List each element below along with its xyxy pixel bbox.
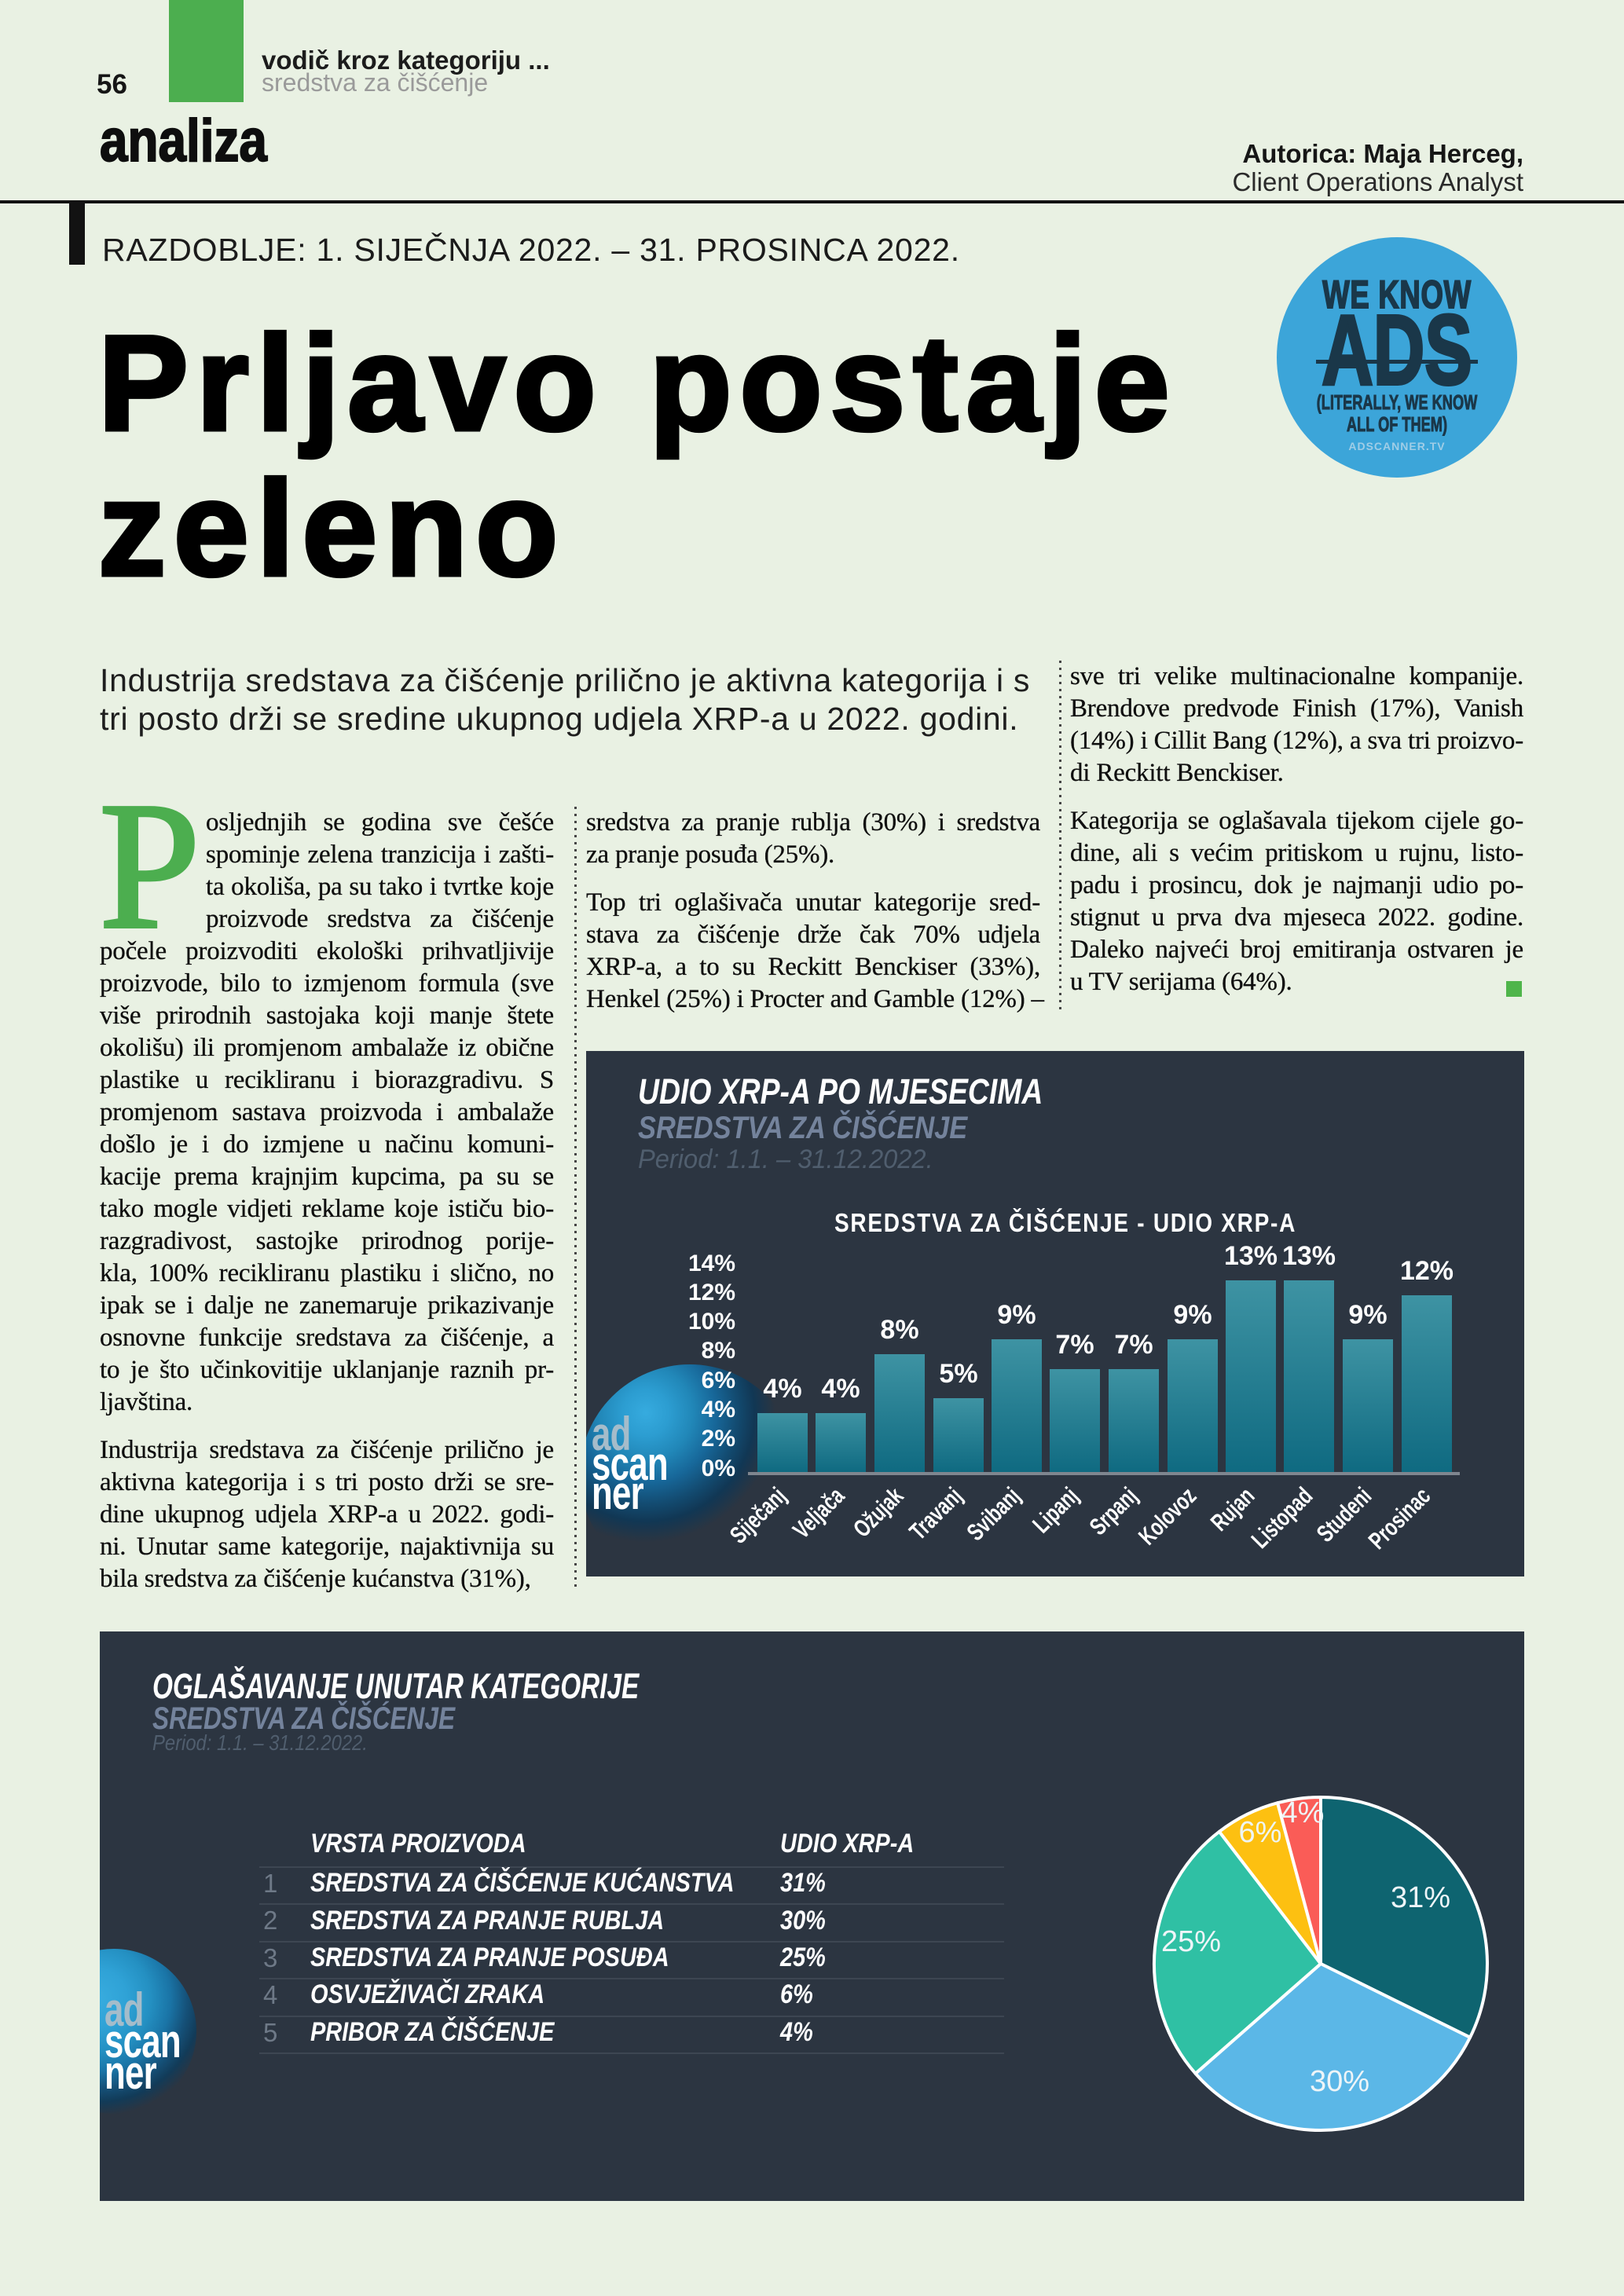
svg-text:31%: 31% — [1391, 1881, 1450, 1914]
svg-text:6%: 6% — [1239, 1816, 1282, 1849]
svg-text:25%: 25% — [1161, 1925, 1221, 1958]
svg-text:30%: 30% — [1310, 2065, 1369, 2098]
svg-text:4%: 4% — [1281, 1796, 1325, 1829]
